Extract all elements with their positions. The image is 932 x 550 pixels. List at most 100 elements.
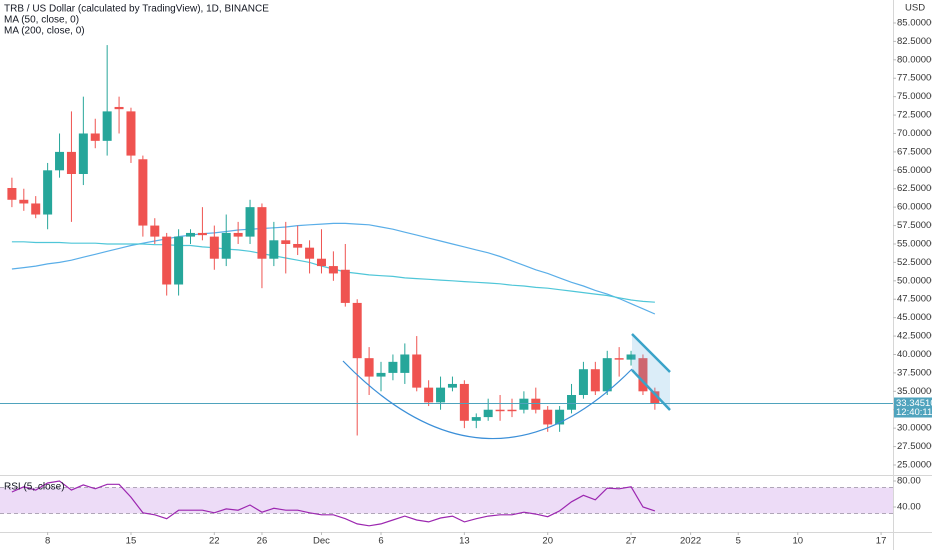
y-tick-label: 35.000000 [897,386,932,397]
y-tick-label: 30.000000 [897,423,932,434]
candle-body [245,207,255,237]
candle-body [412,354,422,388]
rsi-line [11,480,656,527]
y-tick-label: 80.00 [897,476,921,487]
y-tick-label: 45.000000 [897,312,932,323]
candle-body [352,302,362,359]
candle-body [19,199,29,204]
candle-body [197,232,207,236]
candle-body [424,387,434,403]
candle-body [126,111,136,156]
candle-body [650,391,660,404]
candle-body [174,236,184,285]
y-tick-label: 47.500000 [897,294,932,305]
candle-body [531,398,541,410]
candle-body [507,409,517,412]
candle-body [471,417,481,421]
currency-label: USD [905,3,925,14]
candle-body [459,383,469,421]
candle-body [364,358,374,377]
candle-body [495,409,505,412]
y-tick-label: 77.500000 [897,73,932,84]
axes: 25.00000027.50000030.00000032.50000035.0… [45,17,932,547]
candle-body [543,409,553,425]
candle-body [43,170,53,215]
legend-entry: MA (50, close, 0) [4,15,79,26]
candle-body [138,159,148,226]
x-tick-label: 8 [45,536,50,547]
y-tick-label: 67.500000 [897,146,932,157]
x-tick-label: 17 [876,536,887,547]
x-tick-label: 26 [257,536,268,547]
candle-body [567,394,577,410]
y-tick-label: 75.000000 [897,91,932,102]
candle-body [626,354,636,360]
legend-entry: MA (200, close, 0) [4,26,85,37]
x-tick-label: 5 [736,536,741,547]
candle-body [328,266,338,274]
y-tick-label: 50.000000 [897,275,932,286]
candle-body [316,258,326,267]
x-tick-label: 22 [209,536,220,547]
candle-body [388,361,398,373]
candle-body [102,111,112,141]
legend-entry: RSI (5, close) [4,482,65,493]
candle-body [519,398,529,410]
candle-body [66,151,76,174]
candle-body [221,232,231,259]
y-tick-label: 65.000000 [897,165,932,176]
rsi-band [0,487,893,514]
candle-body [376,372,386,377]
candle-body [638,358,648,392]
x-tick-label: Dec [313,536,330,547]
candle-body [209,236,219,259]
last-price-label: 33.345100 [896,398,932,409]
candle-body [305,247,315,259]
y-tick-label: 40.00 [897,502,921,513]
candle-body [602,358,612,392]
candle-body [447,383,457,388]
y-tick-label: 52.500000 [897,257,932,268]
x-tick-label: 15 [126,536,137,547]
candle-body [90,133,100,141]
drawings [342,333,671,440]
rsi-pane [0,480,893,527]
candle-body [186,232,196,237]
y-tick-label: 57.500000 [897,220,932,231]
y-tick-label: 37.500000 [897,367,932,378]
candle-body [269,240,279,259]
candle-body [614,358,624,360]
y-tick-label: 70.000000 [897,128,932,139]
flag-area [632,334,670,410]
candle-body [162,236,172,285]
price-pane [0,45,893,436]
candle-body [233,232,243,237]
x-tick-label: 6 [378,536,383,547]
ma-line [11,222,656,315]
cup-curve [342,360,633,440]
candle-body [483,409,493,418]
y-tick-label: 27.500000 [897,441,932,452]
y-tick-label: 82.500000 [897,36,932,47]
y-tick-label: 25.000000 [897,459,932,470]
candle-body [293,243,303,248]
x-tick-label: 20 [542,536,553,547]
x-tick-label: 10 [792,536,803,547]
candle-body [31,203,41,215]
candle-body [7,187,17,200]
candle-body [578,369,588,395]
candle-body [340,269,350,303]
countdown: 12:40:11 [896,407,932,418]
candle-body [400,354,410,373]
candle-body [281,240,291,244]
flag-top [631,333,671,373]
chart-title: TRB / US Dollar (calculated by TradingVi… [4,4,269,15]
candle-body [257,207,267,259]
y-tick-label: 42.500000 [897,331,932,342]
candle-body [590,369,600,392]
y-tick-label: 55.000000 [897,238,932,249]
x-tick-label: 13 [459,536,470,547]
y-tick-label: 62.500000 [897,183,932,194]
